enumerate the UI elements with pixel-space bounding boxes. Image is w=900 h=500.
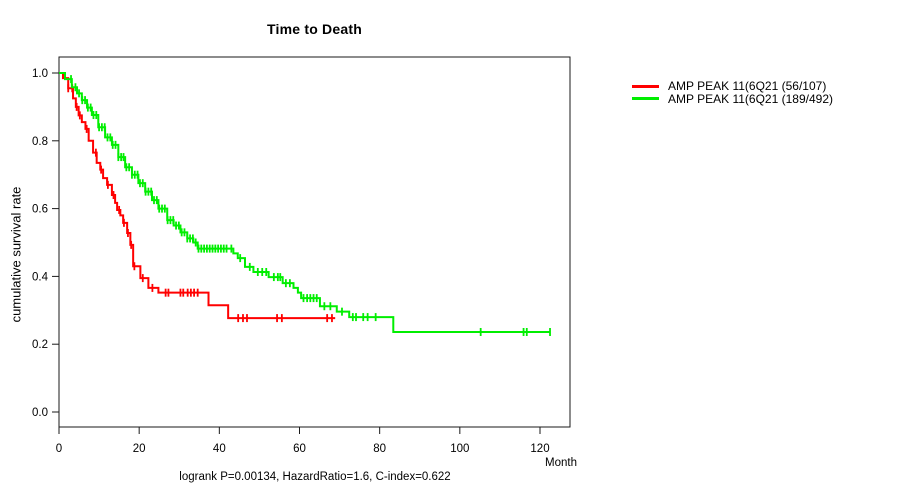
- y-tick-label: 1.0: [32, 68, 48, 80]
- x-axis-title: Month: [545, 457, 577, 469]
- plot-border: [58, 56, 571, 428]
- y-tick-label: 0.4: [32, 271, 49, 283]
- legend-item: AMP PEAK 11(6Q21 (56/107): [632, 79, 833, 94]
- km-curve: [59, 72, 336, 320]
- x-tick-label: 0: [56, 443, 62, 455]
- y-tick-label: 0.6: [32, 204, 48, 216]
- y-tick-label: 0.8: [32, 136, 48, 148]
- chart-title: Time to Death: [267, 21, 362, 37]
- x-tick-label: 40: [213, 443, 226, 455]
- y-tick-label: 0.0: [32, 407, 48, 419]
- legend-label: AMP PEAK 11(6Q21 (189/492): [668, 91, 833, 106]
- legend-line-red-icon: [632, 84, 659, 88]
- km-curve: [59, 72, 551, 333]
- legend: AMP PEAK 11(6Q21 (56/107) AMP PEAK 11(6Q…: [632, 79, 833, 106]
- x-tick-label: 60: [293, 443, 306, 455]
- legend-line-green-icon: [632, 97, 659, 101]
- y-tick-label: 0.2: [32, 339, 48, 351]
- stats-caption: logrank P=0.00134, HazardRatio=1.6, C-in…: [179, 471, 451, 483]
- legend-label: AMP PEAK 11(6Q21 (56/107): [668, 79, 827, 94]
- x-tick-label: 120: [530, 443, 549, 455]
- x-tick-label: 100: [450, 443, 469, 455]
- x-tick-label: 80: [373, 443, 386, 455]
- legend-item: AMP PEAK 11(6Q21 (189/492): [632, 91, 833, 106]
- x-tick-label: 20: [133, 443, 146, 455]
